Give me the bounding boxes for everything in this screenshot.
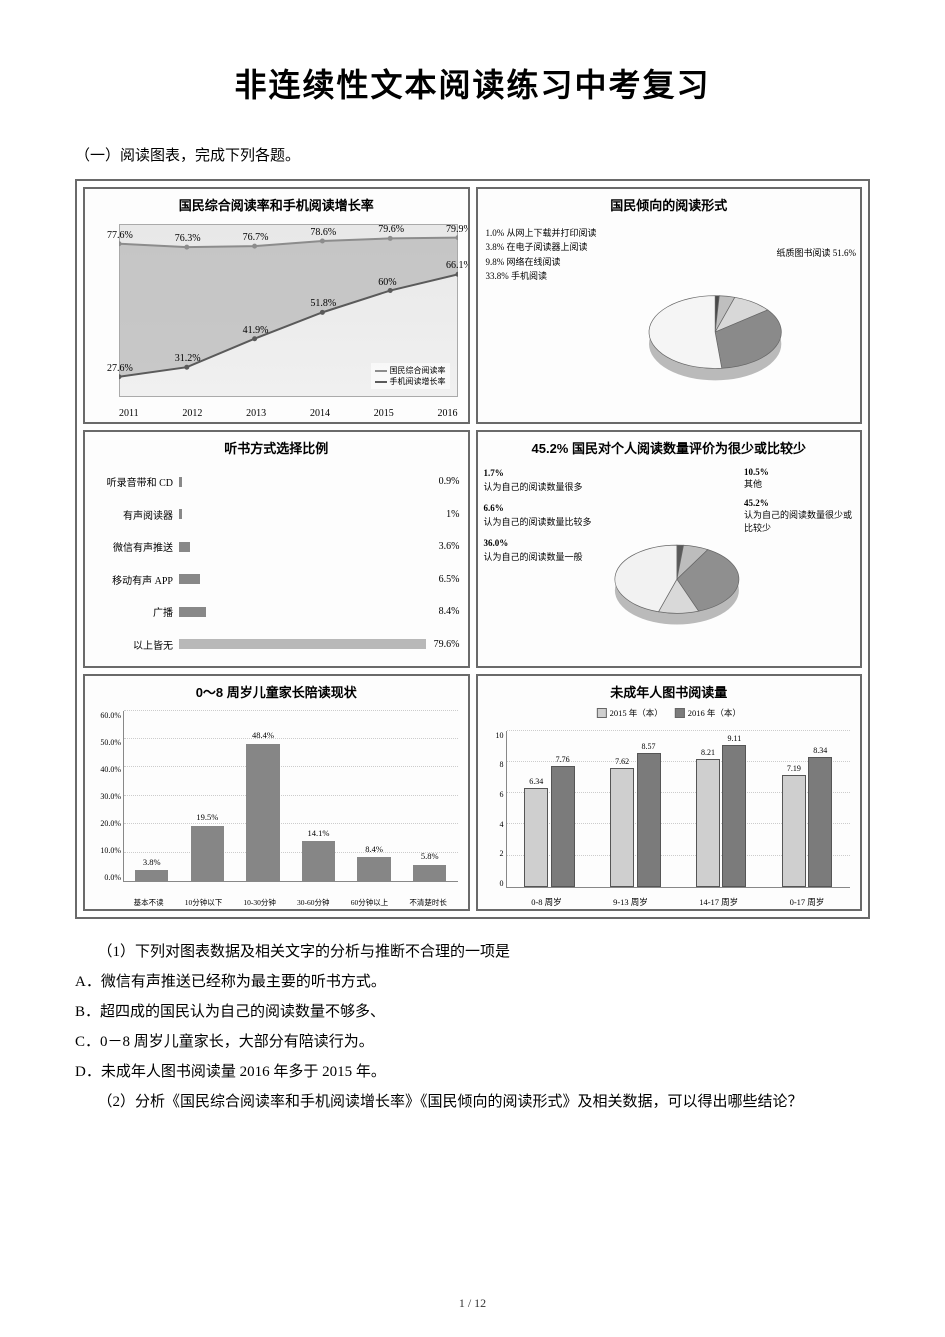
panel4-title: 45.2% 国民对个人阅读数量评价为很少或比较少 (478, 432, 861, 459)
panel-reading-amount-pie: 45.2% 国民对个人阅读数量评价为很少或比较少 1.7%认为自己的阅读数量很多… (476, 430, 863, 667)
panel-child-reading-bars: 0～8 周岁儿童家长陪读现状 60.0%50.0%40.0%30.0%20.0%… (83, 674, 470, 911)
option-d: D．未成年人图书阅读量 2016 年多于 2015 年。 (75, 1057, 870, 1087)
panel4-left-legend: 1.7%认为自己的阅读数量很多6.6%认为自己的阅读数量比较多36.0%认为自己… (484, 467, 614, 572)
panel-reading-form-pie: 国民倾向的阅读形式 1.0% 从网上下载并打印阅读3.8% 在电子阅读器上阅读9… (476, 187, 863, 424)
panel4-right-legend: 10.5%其他45.2%认为自己的阅读数量很少或比较少 (744, 467, 854, 542)
legend-label: 手机阅读增长率 (390, 376, 446, 387)
page-title: 非连续性文本阅读练习中考复习 (75, 60, 870, 106)
page-number: 1 / 12 (0, 1296, 945, 1311)
q2-stem: （2）分析《国民综合阅读率和手机阅读增长率》《国民倾向的阅读形式》及相关数据，可… (75, 1087, 870, 1117)
option-a: A．微信有声推送已经称为最主要的听书方式。 (75, 967, 870, 997)
panel6-legend: 2015 年（本）2016 年（本） (597, 707, 741, 719)
option-c: C．0－8 周岁儿童家长，大部分有陪读行为。 (75, 1027, 870, 1057)
panel5-title: 0～8 周岁儿童家长陪读现状 (85, 676, 468, 703)
questions-block: （1）下列对图表数据及相关文字的分析与推断不合理的一项是 A．微信有声推送已经称… (75, 937, 870, 1117)
panel1-legend: 国民综合阅读率 手机阅读增长率 (371, 363, 450, 389)
panel2-title: 国民倾向的阅读形式 (478, 189, 861, 216)
panel6-title: 未成年人图书阅读量 (478, 676, 861, 703)
panel3-title: 听书方式选择比例 (85, 432, 468, 459)
panel1-title: 国民综合阅读率和手机阅读增长率 (85, 189, 468, 216)
legend-label: 国民综合阅读率 (390, 365, 446, 376)
q1-stem: （1）下列对图表数据及相关文字的分析与推断不合理的一项是 (75, 937, 870, 967)
panel-reading-rate-line-chart: 国民综合阅读率和手机阅读增长率 201120122013201420152016… (83, 187, 470, 424)
panel-minor-reading-grouped-bars: 未成年人图书阅读量 2015 年（本）2016 年（本） 0246810 6.3… (476, 674, 863, 911)
charts-grid: 国民综合阅读率和手机阅读增长率 201120122013201420152016… (75, 179, 870, 919)
option-b: B．超四成的国民认为自己的阅读数量不够多、 (75, 997, 870, 1027)
panel2-legend: 1.0% 从网上下载并打印阅读3.8% 在电子阅读器上阅读9.8% 网络在线阅读… (486, 226, 597, 284)
panel2-right-label: 纸质图书阅读 51.6% (777, 246, 857, 259)
panel-audiobook-bars: 听书方式选择比例 听录音带和 CD0.9%有声阅读器1%微信有声推送3.6%移动… (83, 430, 470, 667)
section-intro: （一）阅读图表，完成下列各题。 (75, 144, 870, 165)
